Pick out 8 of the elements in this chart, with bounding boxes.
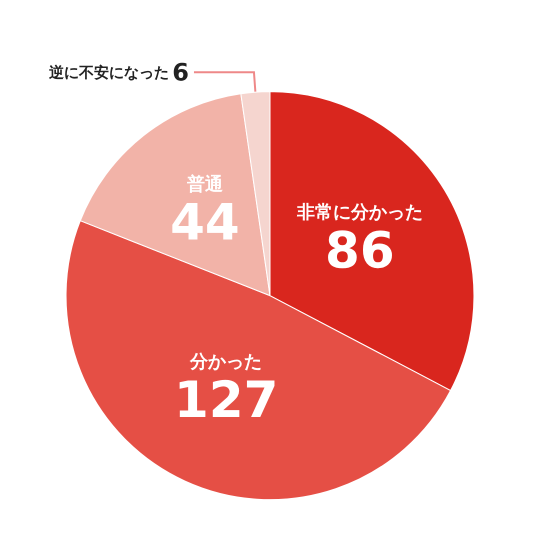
data-label: 86 (325, 221, 395, 280)
slice-label: 分かった (189, 352, 262, 373)
slice-label: 非常に分かった (296, 202, 423, 223)
data-label: 6 (172, 58, 189, 86)
slice-label: 普通 (186, 174, 223, 195)
data-label: 44 (170, 193, 240, 252)
data-label: 127 (174, 371, 278, 430)
slice-label: 逆に不安になった (48, 63, 169, 82)
